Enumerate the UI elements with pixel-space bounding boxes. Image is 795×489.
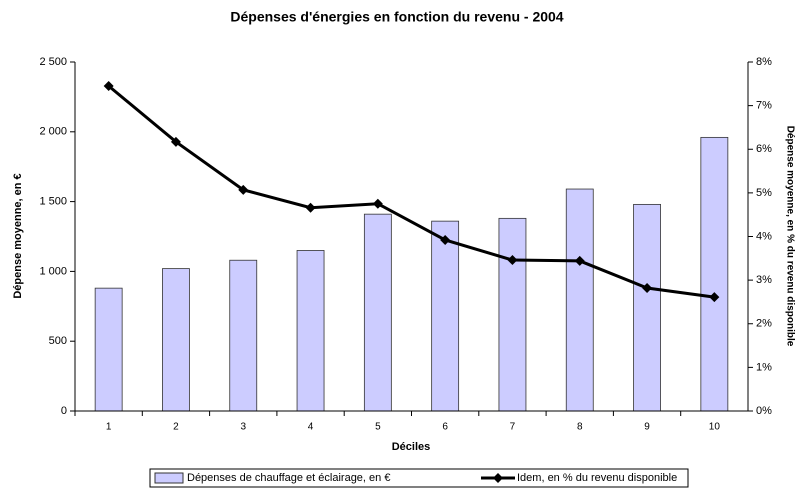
marker: [440, 234, 451, 245]
bar: [162, 268, 190, 412]
x-tick-label: 9: [644, 422, 650, 433]
bar: [633, 203, 661, 412]
bar: [498, 217, 527, 412]
legend-box: [149, 468, 689, 488]
y2-tick-label: 6%: [756, 143, 772, 155]
y2-tick-label: 7%: [756, 100, 772, 112]
y-tick-label: 1 000: [39, 265, 67, 277]
y-tick-label: 1 500: [39, 196, 67, 208]
bar: [565, 188, 594, 412]
x-tick-label: 2: [173, 422, 179, 433]
y-tick-label: 0: [61, 405, 67, 417]
x-tick-label: 10: [709, 422, 721, 433]
marker: [238, 184, 249, 195]
y-tick-label: 2 500: [39, 56, 67, 68]
y2-tick-label: 3%: [756, 274, 772, 286]
legend-label: Idem, en % du revenu disponible: [517, 472, 677, 484]
line: [107, 84, 715, 299]
y-tick-label: 2 000: [39, 126, 67, 138]
chart-title: Dépenses d'énergies en fonction du reven…: [230, 9, 563, 25]
legend-swatch: [154, 472, 184, 484]
bar: [700, 136, 729, 412]
x-tick-label: 4: [308, 422, 314, 433]
bar: [431, 220, 460, 412]
x-tick-label: 8: [577, 422, 583, 433]
bar: [296, 250, 325, 412]
x-tick-label: 3: [240, 422, 246, 433]
y2-tick-label: 8%: [756, 56, 772, 68]
marker: [642, 282, 653, 293]
marker: [305, 202, 316, 213]
bar: [363, 213, 392, 412]
y2-tick-label: 1%: [756, 361, 772, 373]
marker: [709, 292, 720, 303]
legend-marker: [493, 473, 503, 483]
y2-tick-label: 4%: [756, 230, 772, 242]
marker: [507, 255, 518, 266]
y2-tick-label: 2%: [756, 318, 772, 330]
x-tick-label: 5: [375, 422, 381, 433]
x-tick-label: 1: [106, 422, 112, 433]
x-tick-label: 6: [442, 422, 448, 433]
y-axis-label: Dépense moyenne, en €: [12, 173, 24, 298]
marker: [170, 136, 181, 147]
legend-label: Dépenses de chauffage et éclairage, en €: [187, 472, 390, 484]
y2-axis-label: Dépense moyenne, en % du revenu disponib…: [784, 126, 795, 347]
marker: [574, 255, 585, 266]
y2-tick-label: 5%: [756, 187, 772, 199]
x-tick-label: 7: [510, 422, 516, 433]
x-axis-label: Déciles: [392, 441, 431, 453]
bar: [94, 287, 123, 412]
marker: [372, 198, 383, 209]
bar: [229, 259, 258, 412]
marker: [103, 80, 114, 91]
y2-tick-label: 0%: [756, 405, 772, 417]
y-tick-label: 500: [49, 335, 67, 347]
